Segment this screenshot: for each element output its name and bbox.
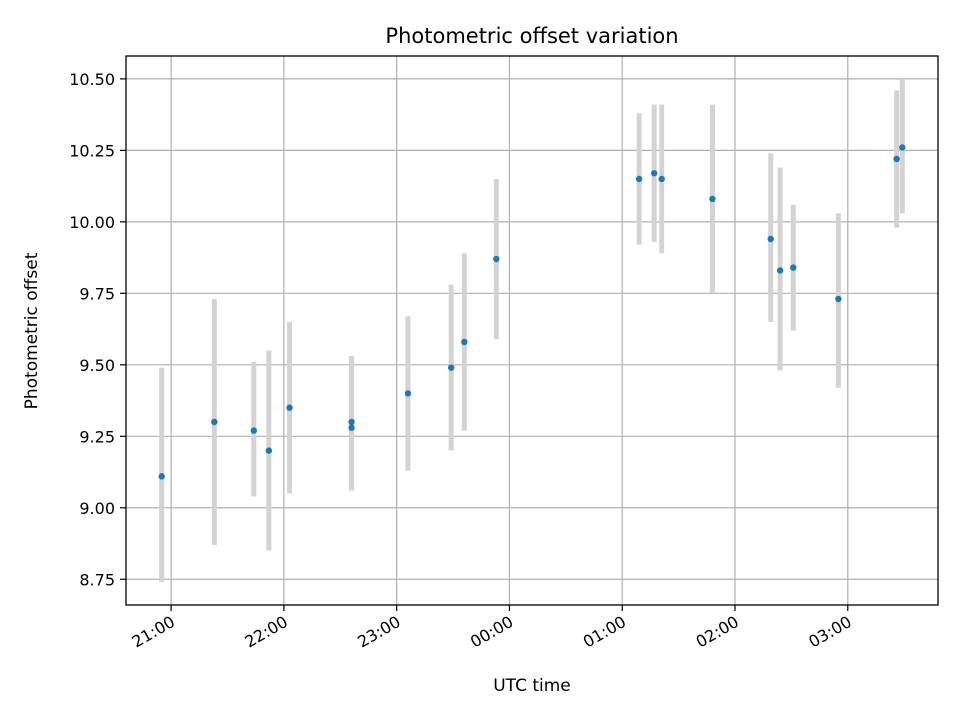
data-point — [461, 338, 468, 346]
chart-title: Photometric offset variation — [385, 24, 678, 48]
data-point — [158, 473, 165, 480]
data-point — [265, 447, 273, 454]
data-point — [899, 144, 906, 151]
data-point — [250, 427, 258, 434]
data-point — [709, 195, 716, 203]
data-point — [835, 295, 842, 303]
data-point — [348, 424, 355, 431]
y-tick-label: 9.75 — [79, 284, 115, 303]
y-tick-label: 9.00 — [79, 499, 115, 518]
y-tick-label: 10.00 — [69, 213, 115, 232]
data-point — [447, 364, 455, 371]
data-points — [158, 144, 906, 480]
y-tick-label: 8.75 — [79, 570, 115, 589]
grid — [126, 56, 938, 605]
y-tick-label: 9.25 — [79, 427, 115, 446]
data-point — [790, 264, 797, 271]
data-point — [767, 235, 774, 243]
data-point — [211, 418, 218, 426]
data-point — [893, 155, 900, 163]
y-tick-label: 10.50 — [69, 70, 115, 89]
plot-frame — [125, 55, 939, 606]
data-point — [404, 390, 412, 397]
y-tick-label: 9.50 — [79, 356, 115, 375]
data-point — [493, 255, 500, 263]
x-axis-label: UTC time — [493, 676, 571, 696]
y-axis-label: Photometric offset — [22, 252, 42, 409]
data-point — [635, 175, 643, 183]
data-point — [776, 267, 784, 274]
data-point — [286, 404, 293, 411]
data-point — [650, 170, 658, 177]
data-point — [658, 175, 665, 183]
data-point — [348, 418, 355, 426]
y-tick-label: 10.25 — [69, 141, 115, 160]
